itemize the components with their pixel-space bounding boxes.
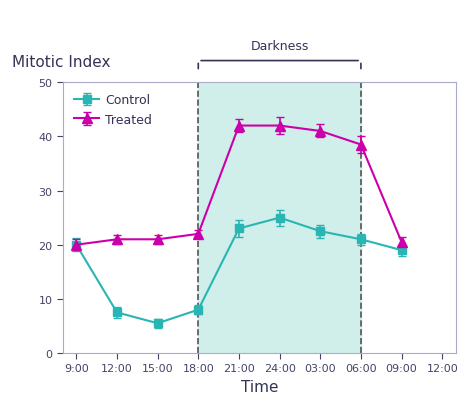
X-axis label: Time: Time [240,379,278,394]
Y-axis label: Mitotic Index: Mitotic Index [12,54,110,70]
Legend: Control, Treated: Control, Treated [69,89,157,131]
Text: Darkness: Darkness [250,40,309,53]
Bar [198,83,361,353]
